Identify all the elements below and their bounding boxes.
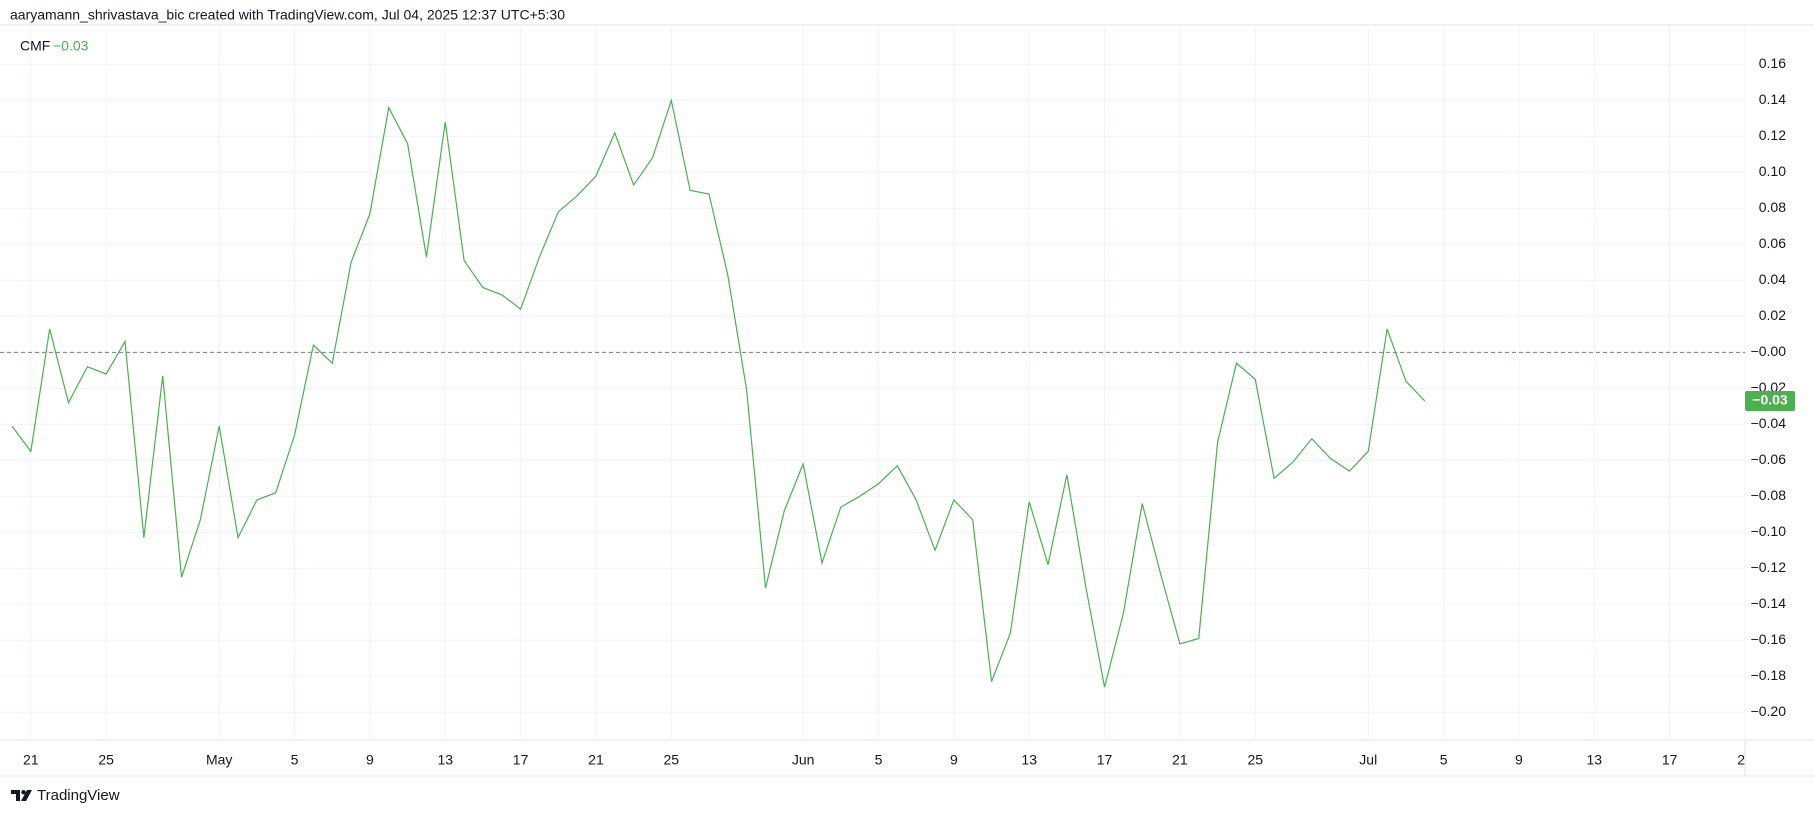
- y-tick-label: 0.06: [1759, 235, 1786, 251]
- y-tick-label: −0.12: [1751, 559, 1787, 575]
- x-tick-label: 21: [588, 752, 604, 768]
- x-tick-label: 9: [1515, 752, 1523, 768]
- brand-logo: [11, 790, 32, 801]
- legend-value: −0.03: [53, 38, 89, 54]
- y-tick-label: 0.12: [1759, 127, 1786, 143]
- x-tick-label: May: [206, 752, 232, 768]
- y-tick-label: −0.20: [1751, 703, 1787, 719]
- brand-name: TradingView: [37, 787, 120, 804]
- x-tick-label: 5: [291, 752, 299, 768]
- y-tick-label: −0.14: [1751, 595, 1787, 611]
- y-tick-label: −0.00: [1751, 343, 1787, 359]
- x-tick-label: 17: [1097, 752, 1113, 768]
- x-tick-label: 21: [23, 752, 39, 768]
- last-value-badge: [1745, 390, 1795, 411]
- x-tick-label: 9: [366, 752, 374, 768]
- y-tick-label: 0.14: [1759, 91, 1786, 107]
- x-tick-label: 25: [98, 752, 114, 768]
- last-value-label: −0.03: [1752, 392, 1788, 408]
- cmf-line: [11, 98, 1426, 688]
- y-tick-label: −0.16: [1751, 631, 1787, 647]
- x-tick-label: 25: [664, 752, 680, 768]
- y-tick-label: 0.16: [1759, 55, 1786, 71]
- y-tick-label: −0.10: [1751, 523, 1787, 539]
- y-tick-label: −0.06: [1751, 451, 1787, 467]
- y-tick-label: 0.02: [1759, 307, 1786, 323]
- y-tick-label: −0.04: [1751, 415, 1787, 431]
- x-tick-label: Jun: [792, 752, 815, 768]
- x-tick-label: 21: [1172, 752, 1188, 768]
- x-tick-label: 25: [1247, 752, 1263, 768]
- y-tick-label: 0.04: [1759, 271, 1786, 287]
- x-tick-label: 5: [875, 752, 883, 768]
- x-tick-label: Jul: [1359, 752, 1377, 768]
- x-tick-label: 9: [950, 752, 958, 768]
- y-tick-label: −0.18: [1751, 667, 1787, 683]
- grid: [0, 25, 1746, 740]
- x-tick-label: 13: [1587, 752, 1603, 768]
- legend-name: CMF: [20, 38, 50, 54]
- y-tick-label: 0.10: [1759, 163, 1786, 179]
- x-tick-label: 13: [1021, 752, 1037, 768]
- y-tick-label: 0.08: [1759, 199, 1786, 215]
- header-text: aaryamann_shrivastava_bic created with T…: [10, 7, 565, 23]
- x-tick-label: 17: [513, 752, 529, 768]
- y-tick-label: −0.08: [1751, 487, 1787, 503]
- x-tick-label: 21: [1737, 752, 1753, 768]
- x-axis: 21 25 May 5 9 13 17 21 25 Jun 5 9 13 17 21 25 Jul 5 9 13 17 2…: [23, 752, 1753, 768]
- plot: [0, 98, 1745, 688]
- x-tick-label: 5: [1440, 752, 1448, 768]
- x-tick-label: 13: [437, 752, 453, 768]
- x-tick-label: 17: [1662, 752, 1678, 768]
